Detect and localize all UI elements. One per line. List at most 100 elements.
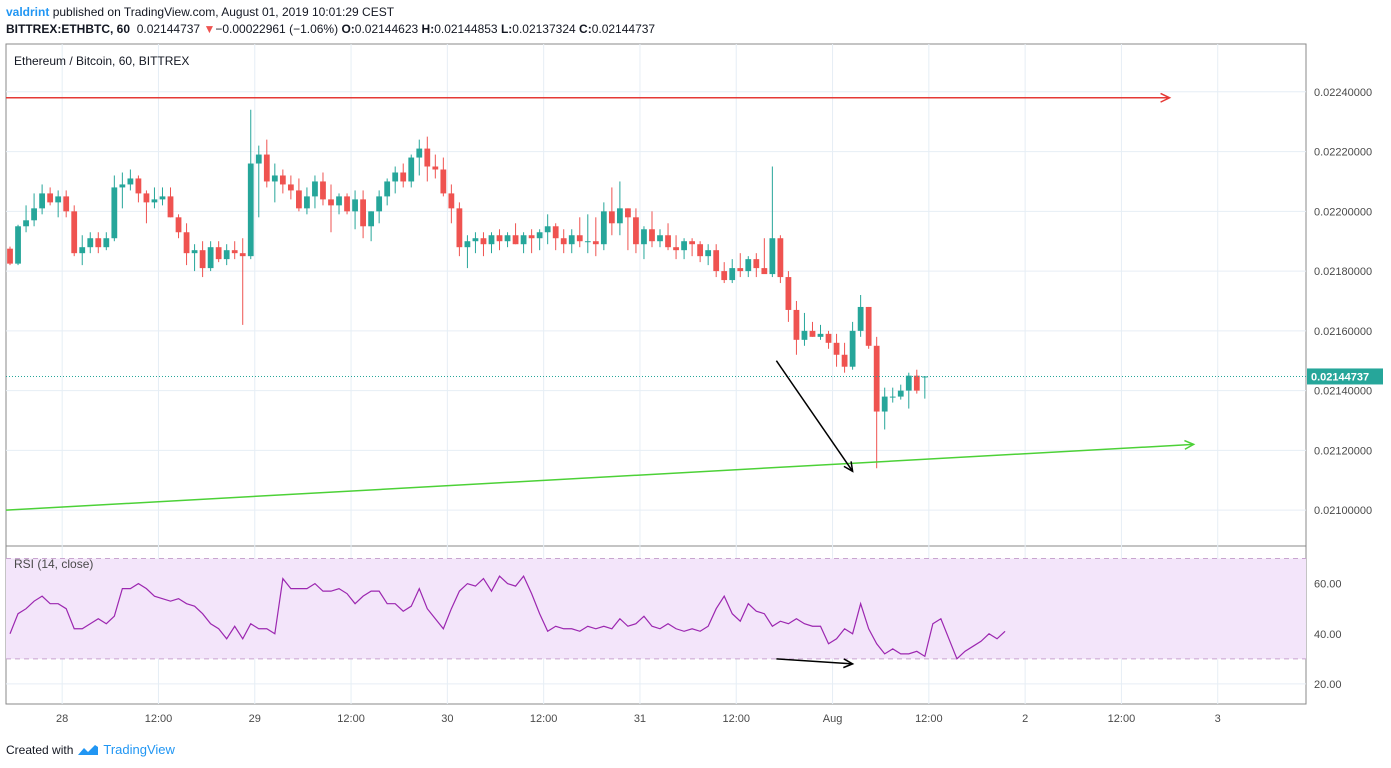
candle-body [167, 196, 174, 218]
resistance-arrow-icon [1160, 92, 1172, 103]
candle-body [673, 247, 679, 251]
open-label: O: [341, 22, 355, 36]
x-tick-label: 30 [441, 713, 453, 725]
candle-body [857, 306, 864, 331]
candle-body [71, 211, 78, 254]
candle-body [87, 238, 94, 248]
candle-body [849, 330, 856, 367]
candle-body [416, 148, 423, 158]
rsi-tick-label: 60.00 [1314, 579, 1342, 591]
candle-body [328, 199, 334, 206]
candle-body [392, 172, 399, 182]
y-tick-label: 0.02180000 [1314, 266, 1372, 278]
candle-body [183, 232, 190, 254]
candle-body [239, 253, 246, 257]
candle-body [809, 330, 816, 337]
x-tick-label: 3 [1215, 713, 1221, 725]
candle-body [873, 345, 880, 412]
y-tick-label: 0.02200000 [1314, 206, 1372, 218]
candle-body [905, 375, 912, 391]
candle-body [889, 396, 896, 398]
published-text: published on TradingView.com, August 01,… [52, 5, 395, 19]
candle-body [63, 196, 70, 212]
candle-body [865, 306, 872, 346]
footer: Created with TradingView [6, 742, 175, 757]
candle-body [480, 238, 487, 245]
candle-body [151, 199, 158, 203]
candle-body [360, 199, 366, 227]
open-value: 0.02144623 [354, 22, 419, 36]
last-price-tag [1307, 368, 1383, 385]
candle-body [424, 148, 431, 167]
candle-body [143, 193, 150, 203]
candle-body [777, 238, 784, 278]
y-tick-label: 0.02120000 [1314, 445, 1372, 457]
last-price-tag-text: 0.02144737 [1311, 371, 1369, 383]
y-tick-label: 0.02100000 [1314, 505, 1372, 517]
x-tick-label: 12:00 [722, 713, 750, 725]
candle-body [536, 232, 543, 239]
y-tick-label: 0.02140000 [1314, 386, 1372, 398]
candle-body [55, 196, 62, 203]
candle-body [135, 178, 142, 194]
candle-body [400, 172, 407, 182]
change-value: −0.00022961 (−1.06%) [215, 22, 339, 36]
candle-body [592, 241, 599, 245]
tradingview-brand[interactable]: TradingView [103, 742, 175, 757]
candle-body [296, 190, 302, 209]
price-divergence-arrow-icon [843, 461, 854, 473]
low-label: L: [500, 22, 513, 36]
last-price: 0.02144737 [136, 22, 201, 36]
y-tick-label: 0.02240000 [1314, 87, 1372, 99]
candle-body [689, 241, 695, 245]
candle-body [440, 169, 447, 194]
x-tick-label: 28 [56, 713, 68, 725]
candle-body [745, 259, 752, 272]
x-tick-label: 12:00 [915, 713, 943, 725]
change-down-icon: ▼ [203, 22, 216, 36]
candle-body [7, 248, 13, 264]
axes: 28 12:00 29 12:00 30 12:00 31 12:00 Aug 12:00 2 12:… [56, 87, 1383, 725]
high-value: 0.02144853 [434, 22, 498, 36]
candle-body [544, 226, 551, 233]
rsi-series-line [9, 574, 1006, 660]
rsi-band-fill [6, 558, 1306, 659]
candle-body [801, 330, 808, 340]
candle-body [504, 235, 511, 242]
candle-body [103, 238, 110, 248]
close-value: 0.02144737 [591, 22, 656, 36]
candle-body [352, 199, 358, 212]
candle-body [520, 235, 527, 245]
candle-body [697, 244, 704, 257]
candle-body [897, 390, 904, 397]
publisher-name[interactable]: valdrint [6, 5, 50, 19]
candle-body [312, 181, 318, 197]
candle-body [79, 247, 86, 254]
candle-body [496, 235, 503, 242]
support-arrow-icon [1184, 439, 1196, 450]
rsi-divergence-arrow-icon [843, 658, 855, 669]
candle-body [384, 181, 391, 197]
rsi-tick-label: 40.00 [1314, 629, 1342, 641]
x-tick-label: 12:00 [1108, 713, 1136, 725]
symbol-label: BITTREX:ETHBTC, 60 [6, 22, 131, 36]
candle-body [617, 208, 623, 224]
x-tick-label: 12:00 [337, 713, 365, 725]
candle-body [207, 247, 214, 269]
candle-body [408, 157, 415, 182]
candle-body [47, 193, 54, 203]
price-divergence-line [775, 360, 854, 472]
candle-body [785, 277, 792, 310]
candle-body [641, 229, 647, 245]
rsi-title: RSI (14, close) [14, 557, 93, 571]
x-tick-label: 2 [1022, 713, 1028, 725]
candle-body [753, 259, 760, 269]
candle-body [191, 250, 198, 254]
candle-body [576, 235, 583, 242]
candle-body [488, 235, 495, 245]
candle-body [825, 333, 832, 343]
candle-body [600, 211, 607, 245]
candle-body [336, 196, 342, 206]
created-with-label: Created with [6, 742, 74, 757]
